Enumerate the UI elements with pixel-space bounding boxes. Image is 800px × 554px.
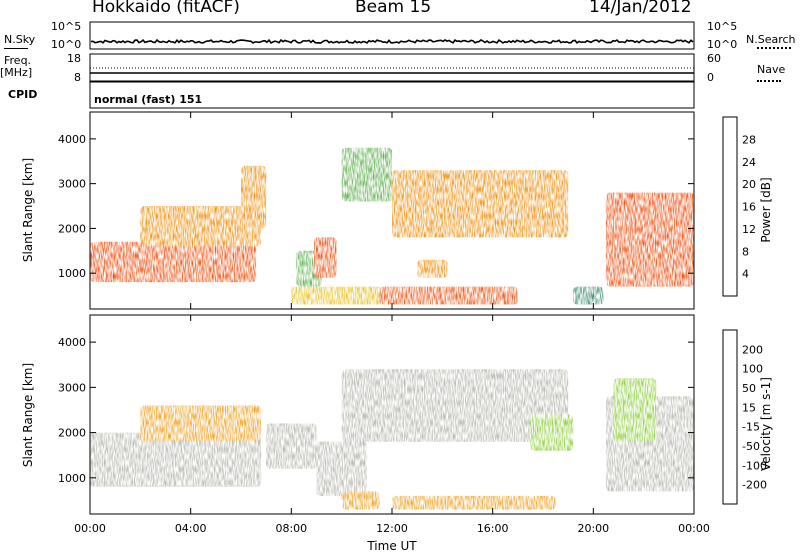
velocity-region-0 bbox=[90, 432, 262, 487]
colorbar-tick-label: 15 bbox=[742, 401, 756, 414]
power-region-11 bbox=[605, 192, 694, 287]
power-colorbar-label: Power [dB] bbox=[759, 177, 773, 242]
x-axis-label: Time UT bbox=[366, 539, 417, 553]
nave-bottom-tick: 0 bbox=[707, 71, 714, 84]
power-region-10 bbox=[573, 286, 604, 305]
colorbar-frame bbox=[722, 329, 738, 505]
velocity-colorbar: -200 -100 -50 -15 15 50 100 200 bbox=[722, 329, 767, 505]
nave-legend-line bbox=[757, 80, 781, 82]
velocity-region-6 bbox=[392, 495, 556, 510]
power-data bbox=[90, 147, 694, 305]
x-tick-label: 08:00 bbox=[275, 522, 307, 535]
freq-bottom-tick: 8 bbox=[74, 71, 81, 84]
colorbar-tick-label: -50 bbox=[742, 440, 760, 453]
colorbar-tick-label: 50 bbox=[742, 382, 756, 395]
nsky-legend-line bbox=[4, 48, 28, 49]
nsearch-label: N.Search bbox=[746, 33, 796, 46]
colorbar-tick-label: 16 bbox=[742, 201, 756, 214]
velocity-data bbox=[90, 369, 694, 510]
nave-label: Nave bbox=[757, 63, 786, 76]
y-tick-label: 3000 bbox=[58, 178, 86, 191]
velocity-region-9 bbox=[613, 378, 657, 442]
freq-top-tick: 18 bbox=[67, 52, 81, 65]
nsky-series bbox=[90, 38, 694, 45]
power-region-0 bbox=[90, 241, 257, 283]
colorbar-tick-label: -15 bbox=[742, 421, 760, 434]
colorbar-tick-label: 24 bbox=[742, 156, 756, 169]
colorbar-tick-label: 200 bbox=[742, 343, 763, 356]
x-tick-label: 00:00 bbox=[678, 522, 710, 535]
colorbar-tick-label: 4 bbox=[742, 268, 749, 281]
power-region-2 bbox=[241, 165, 267, 229]
nsky-top-tick: 10^5 bbox=[51, 20, 82, 33]
velocity-ylabel: Slant Range [km] bbox=[21, 363, 35, 467]
velocity-region-3 bbox=[316, 441, 367, 496]
beam-title: Beam 15 bbox=[355, 0, 432, 17]
nsearch-bottom-tick: 10^0 bbox=[707, 38, 738, 51]
x-tick-label: 12:00 bbox=[376, 522, 408, 535]
nsearch-top-tick: 10^5 bbox=[707, 20, 738, 33]
power-colorbar: 4 8 12 16 20 24 28 bbox=[722, 116, 756, 297]
freq-unit: [MHz] bbox=[0, 66, 33, 79]
y-tick-label: 2000 bbox=[58, 427, 86, 440]
x-tick-label: 04:00 bbox=[175, 522, 207, 535]
power-region-5 bbox=[291, 286, 382, 305]
x-tick-label: 00:00 bbox=[74, 522, 106, 535]
y-tick-label: 3000 bbox=[58, 381, 86, 394]
power-region-8 bbox=[417, 259, 448, 278]
power-region-4 bbox=[314, 237, 337, 278]
nave-top-tick: 60 bbox=[707, 52, 721, 65]
colorbar-tick-label: 20 bbox=[742, 178, 756, 191]
velocity-region-2 bbox=[266, 423, 317, 469]
date-title: 14/Jan/2012 bbox=[589, 0, 692, 17]
freq-label: Freq. bbox=[4, 54, 32, 67]
power-region-9 bbox=[379, 286, 518, 305]
colorbar-frame bbox=[722, 116, 738, 297]
colorbar-tick-label: -200 bbox=[742, 479, 767, 492]
nsky-label: N.Sky bbox=[4, 33, 36, 46]
x-tick-label: 20:00 bbox=[577, 522, 609, 535]
nsky-panel bbox=[89, 21, 695, 50]
velocity-region-5 bbox=[341, 369, 569, 442]
velocity-region-4 bbox=[341, 491, 380, 510]
x-tick-label: 16:00 bbox=[477, 522, 509, 535]
radar-title: Hokkaido (fitACF) bbox=[92, 0, 240, 17]
cpid-panel bbox=[89, 81, 695, 109]
cpid-label: CPID bbox=[8, 88, 38, 101]
power-region-7 bbox=[392, 170, 569, 238]
y-tick-label: 4000 bbox=[58, 336, 86, 349]
velocity-region-1 bbox=[140, 405, 262, 442]
velocity-colorbar-label: Velocity [m s-1] bbox=[759, 377, 773, 471]
cpid-value: normal (fast) 151 bbox=[94, 93, 203, 106]
nsearch-legend-line bbox=[757, 47, 791, 49]
colorbar-tick-label: 12 bbox=[742, 223, 756, 236]
colorbar-tick-label: 28 bbox=[742, 133, 756, 146]
nsky-bottom-tick: 10^0 bbox=[51, 38, 82, 51]
y-tick-label: 1000 bbox=[58, 267, 86, 280]
colorbar-tick-label: 100 bbox=[742, 363, 763, 376]
power-region-6 bbox=[341, 147, 392, 202]
y-tick-label: 4000 bbox=[58, 133, 86, 146]
y-tick-label: 2000 bbox=[58, 222, 86, 235]
power-region-1 bbox=[140, 206, 262, 247]
power-ylabel: Slant Range [km] bbox=[21, 158, 35, 262]
velocity-region-7 bbox=[530, 414, 574, 451]
colorbar-tick-label: -100 bbox=[742, 459, 767, 472]
colorbar-tick-label: 8 bbox=[742, 245, 749, 258]
y-tick-label: 1000 bbox=[58, 472, 86, 485]
